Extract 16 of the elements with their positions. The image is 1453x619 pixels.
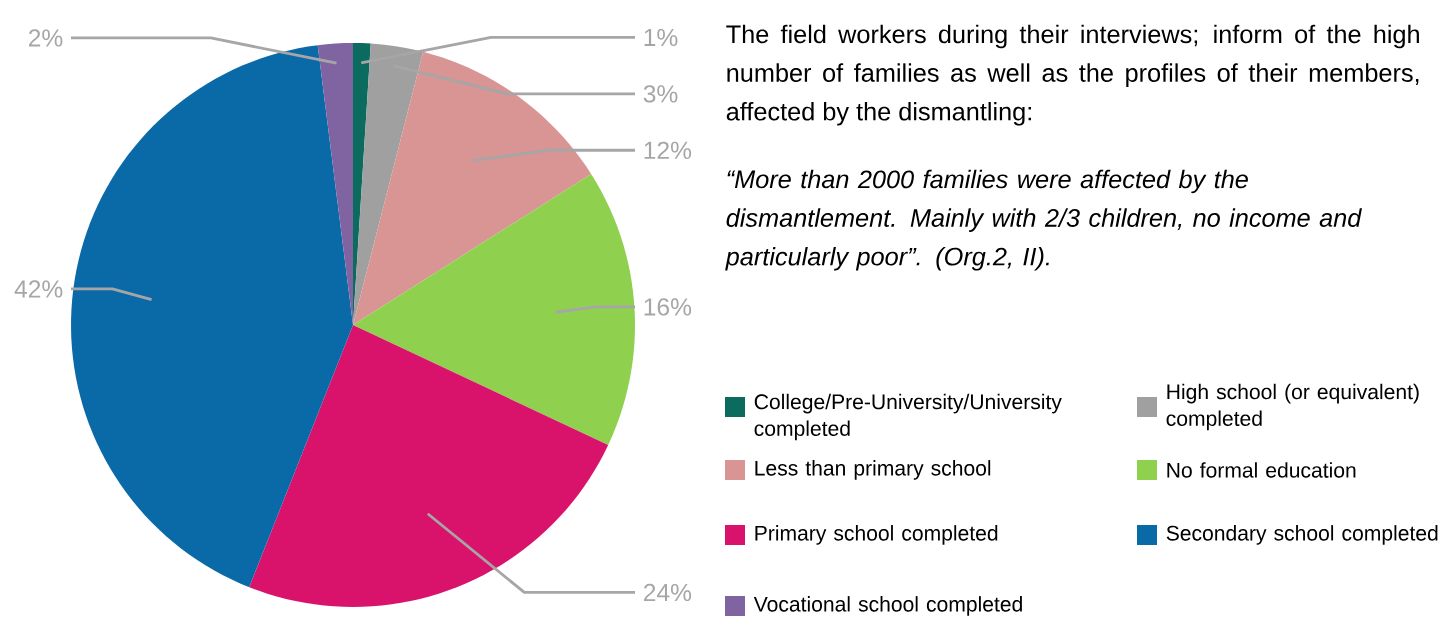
text: “More than 2000 families were affected by the dismantlement. Mainly with 2/3 children, no income and particularly poor”. (Org.2, II). xyxy=(725,169,1362,271)
data-label: 16% xyxy=(644,298,692,316)
legend-label: High school (or equivalent) completed xyxy=(1166,383,1419,431)
legend-label: Secondary school completed xyxy=(1166,525,1438,545)
legend-label: Less than primary school xyxy=(755,460,991,480)
legend-label: No formal education xyxy=(1167,462,1356,478)
data-label: 24% xyxy=(643,583,692,602)
data-label: 2% xyxy=(28,29,63,47)
legend-label: Primary school completed xyxy=(755,525,998,545)
legend-label: Vocational school completed xyxy=(753,596,1022,616)
data-label: 3% xyxy=(643,85,678,103)
legend-label: College/Pre-University/University completed xyxy=(754,393,1062,441)
data-label: 42% xyxy=(14,280,63,298)
data-label: 1% xyxy=(644,28,678,47)
data-label: 12% xyxy=(644,141,692,159)
text: The field workers during their interviews; inform of the high number of families as well as the profiles of their members, affected by the dismantling: xyxy=(726,24,1419,126)
